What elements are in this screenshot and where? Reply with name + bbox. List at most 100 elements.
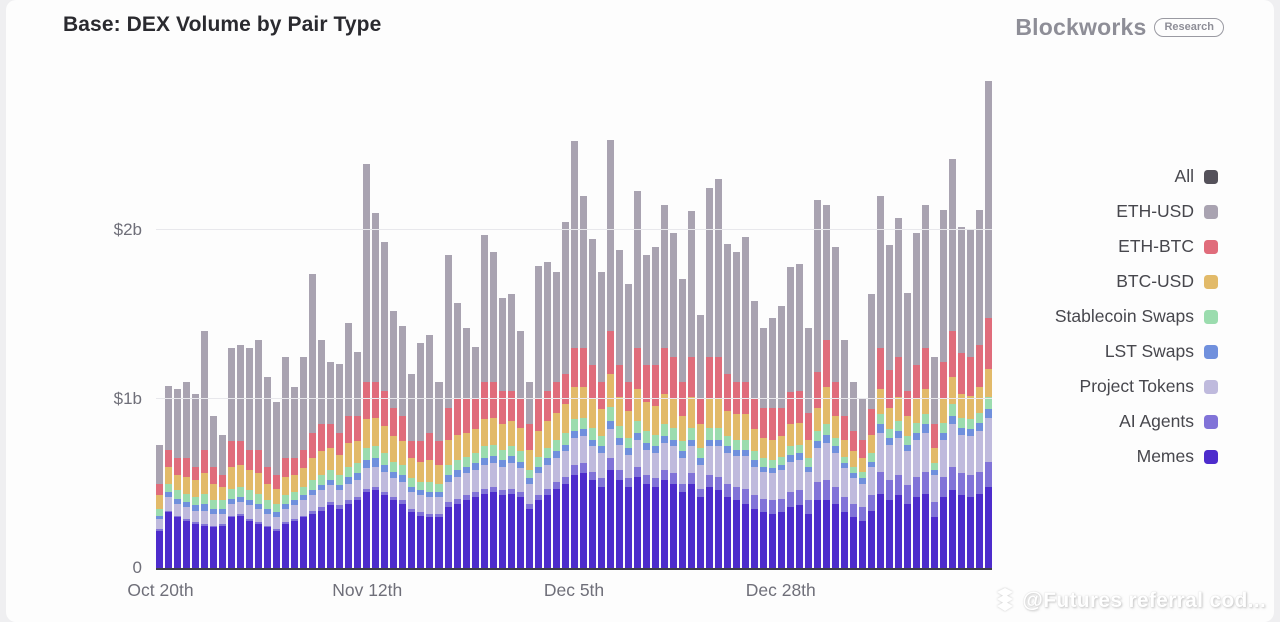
bar[interactable] xyxy=(714,179,722,568)
bar[interactable] xyxy=(507,294,515,568)
bar[interactable] xyxy=(931,356,939,568)
bar[interactable] xyxy=(462,328,470,568)
bar[interactable] xyxy=(841,339,849,568)
bar[interactable] xyxy=(282,356,290,568)
bar[interactable] xyxy=(327,361,335,568)
bar[interactable] xyxy=(778,306,786,568)
bar[interactable] xyxy=(210,415,218,568)
bar[interactable] xyxy=(480,235,488,568)
bar[interactable] xyxy=(687,211,695,568)
bar[interactable] xyxy=(264,377,272,568)
bar[interactable] xyxy=(823,204,831,568)
legend-item-all[interactable]: All xyxy=(1175,166,1218,187)
bar[interactable] xyxy=(805,328,813,568)
legend-item-stablecoin-swaps[interactable]: Stablecoin Swaps xyxy=(1055,306,1218,327)
bar[interactable] xyxy=(300,356,308,568)
bar[interactable] xyxy=(399,326,407,568)
bar[interactable] xyxy=(237,344,245,568)
bar[interactable] xyxy=(606,140,614,568)
bar[interactable] xyxy=(859,399,867,568)
bar[interactable] xyxy=(381,241,389,568)
bar[interactable] xyxy=(742,236,750,568)
bar[interactable] xyxy=(390,311,398,568)
bar[interactable] xyxy=(453,302,461,568)
bar[interactable] xyxy=(543,262,551,568)
bar[interactable] xyxy=(228,348,236,568)
bar[interactable] xyxy=(967,230,975,568)
bar[interactable] xyxy=(372,213,380,568)
bar[interactable] xyxy=(489,252,497,568)
bar[interactable] xyxy=(723,243,731,568)
bar[interactable] xyxy=(579,196,587,568)
bar[interactable] xyxy=(886,245,894,568)
bar[interactable] xyxy=(651,246,659,568)
bar[interactable] xyxy=(705,187,713,568)
bar[interactable] xyxy=(273,402,281,568)
legend-item-ai-agents[interactable]: AI Agents xyxy=(1119,411,1218,432)
bar[interactable] xyxy=(868,294,876,568)
bar[interactable] xyxy=(309,273,317,568)
bar[interactable] xyxy=(949,159,957,568)
bar[interactable] xyxy=(471,346,479,568)
legend-item-lst-swaps[interactable]: LST Swaps xyxy=(1105,341,1218,362)
bar[interactable] xyxy=(318,339,326,568)
bar[interactable] xyxy=(444,255,452,568)
bar[interactable] xyxy=(958,226,966,568)
bar[interactable] xyxy=(588,238,596,568)
bar[interactable] xyxy=(291,387,299,568)
bar[interactable] xyxy=(561,221,569,568)
bar[interactable] xyxy=(246,348,254,568)
bar[interactable] xyxy=(796,263,804,568)
bar[interactable] xyxy=(408,373,416,568)
bar[interactable] xyxy=(696,314,704,568)
bar[interactable] xyxy=(940,209,948,568)
bar[interactable] xyxy=(633,191,641,568)
legend-item-eth-usd[interactable]: ETH-USD xyxy=(1116,201,1218,222)
bar[interactable] xyxy=(913,233,921,568)
bar[interactable] xyxy=(642,255,650,568)
bar[interactable] xyxy=(570,140,578,568)
bar[interactable] xyxy=(787,267,795,568)
legend-item-project-tokens[interactable]: Project Tokens xyxy=(1080,376,1218,397)
bar[interactable] xyxy=(760,328,768,568)
bar[interactable] xyxy=(417,343,425,568)
bar[interactable] xyxy=(850,382,858,568)
bar[interactable] xyxy=(624,284,632,568)
legend-item-eth-btc[interactable]: ETH-BTC xyxy=(1118,236,1218,257)
bar[interactable] xyxy=(183,382,191,568)
bar[interactable] xyxy=(751,301,759,568)
bar[interactable] xyxy=(733,252,741,568)
bar[interactable] xyxy=(597,272,605,568)
bar[interactable] xyxy=(832,246,840,568)
bar[interactable] xyxy=(363,164,371,568)
bar[interactable] xyxy=(877,196,885,568)
bar[interactable] xyxy=(336,363,344,568)
bar[interactable] xyxy=(660,204,668,568)
bar[interactable] xyxy=(895,218,903,568)
bar[interactable] xyxy=(192,393,200,568)
bar[interactable] xyxy=(814,199,822,568)
bar[interactable] xyxy=(174,388,182,568)
legend-item-memes[interactable]: Memes xyxy=(1137,446,1218,467)
bar[interactable] xyxy=(552,272,560,568)
bar[interactable] xyxy=(525,382,533,568)
bar[interactable] xyxy=(426,334,434,568)
bar[interactable] xyxy=(976,209,984,568)
bar[interactable] xyxy=(769,317,777,568)
bar[interactable] xyxy=(615,250,623,568)
bar[interactable] xyxy=(904,292,912,568)
bar[interactable] xyxy=(201,331,209,568)
bar[interactable] xyxy=(985,81,993,568)
bar[interactable] xyxy=(435,382,443,568)
legend-item-btc-usd[interactable]: BTC-USD xyxy=(1116,271,1218,292)
bar[interactable] xyxy=(516,331,524,568)
bar[interactable] xyxy=(534,265,542,568)
bar[interactable] xyxy=(498,297,506,568)
bar[interactable] xyxy=(354,351,362,568)
bar[interactable] xyxy=(669,233,677,568)
bar[interactable] xyxy=(345,323,353,568)
bar[interactable] xyxy=(678,279,686,568)
bar[interactable] xyxy=(255,339,263,568)
bar[interactable] xyxy=(165,385,173,568)
bar[interactable] xyxy=(156,444,164,568)
